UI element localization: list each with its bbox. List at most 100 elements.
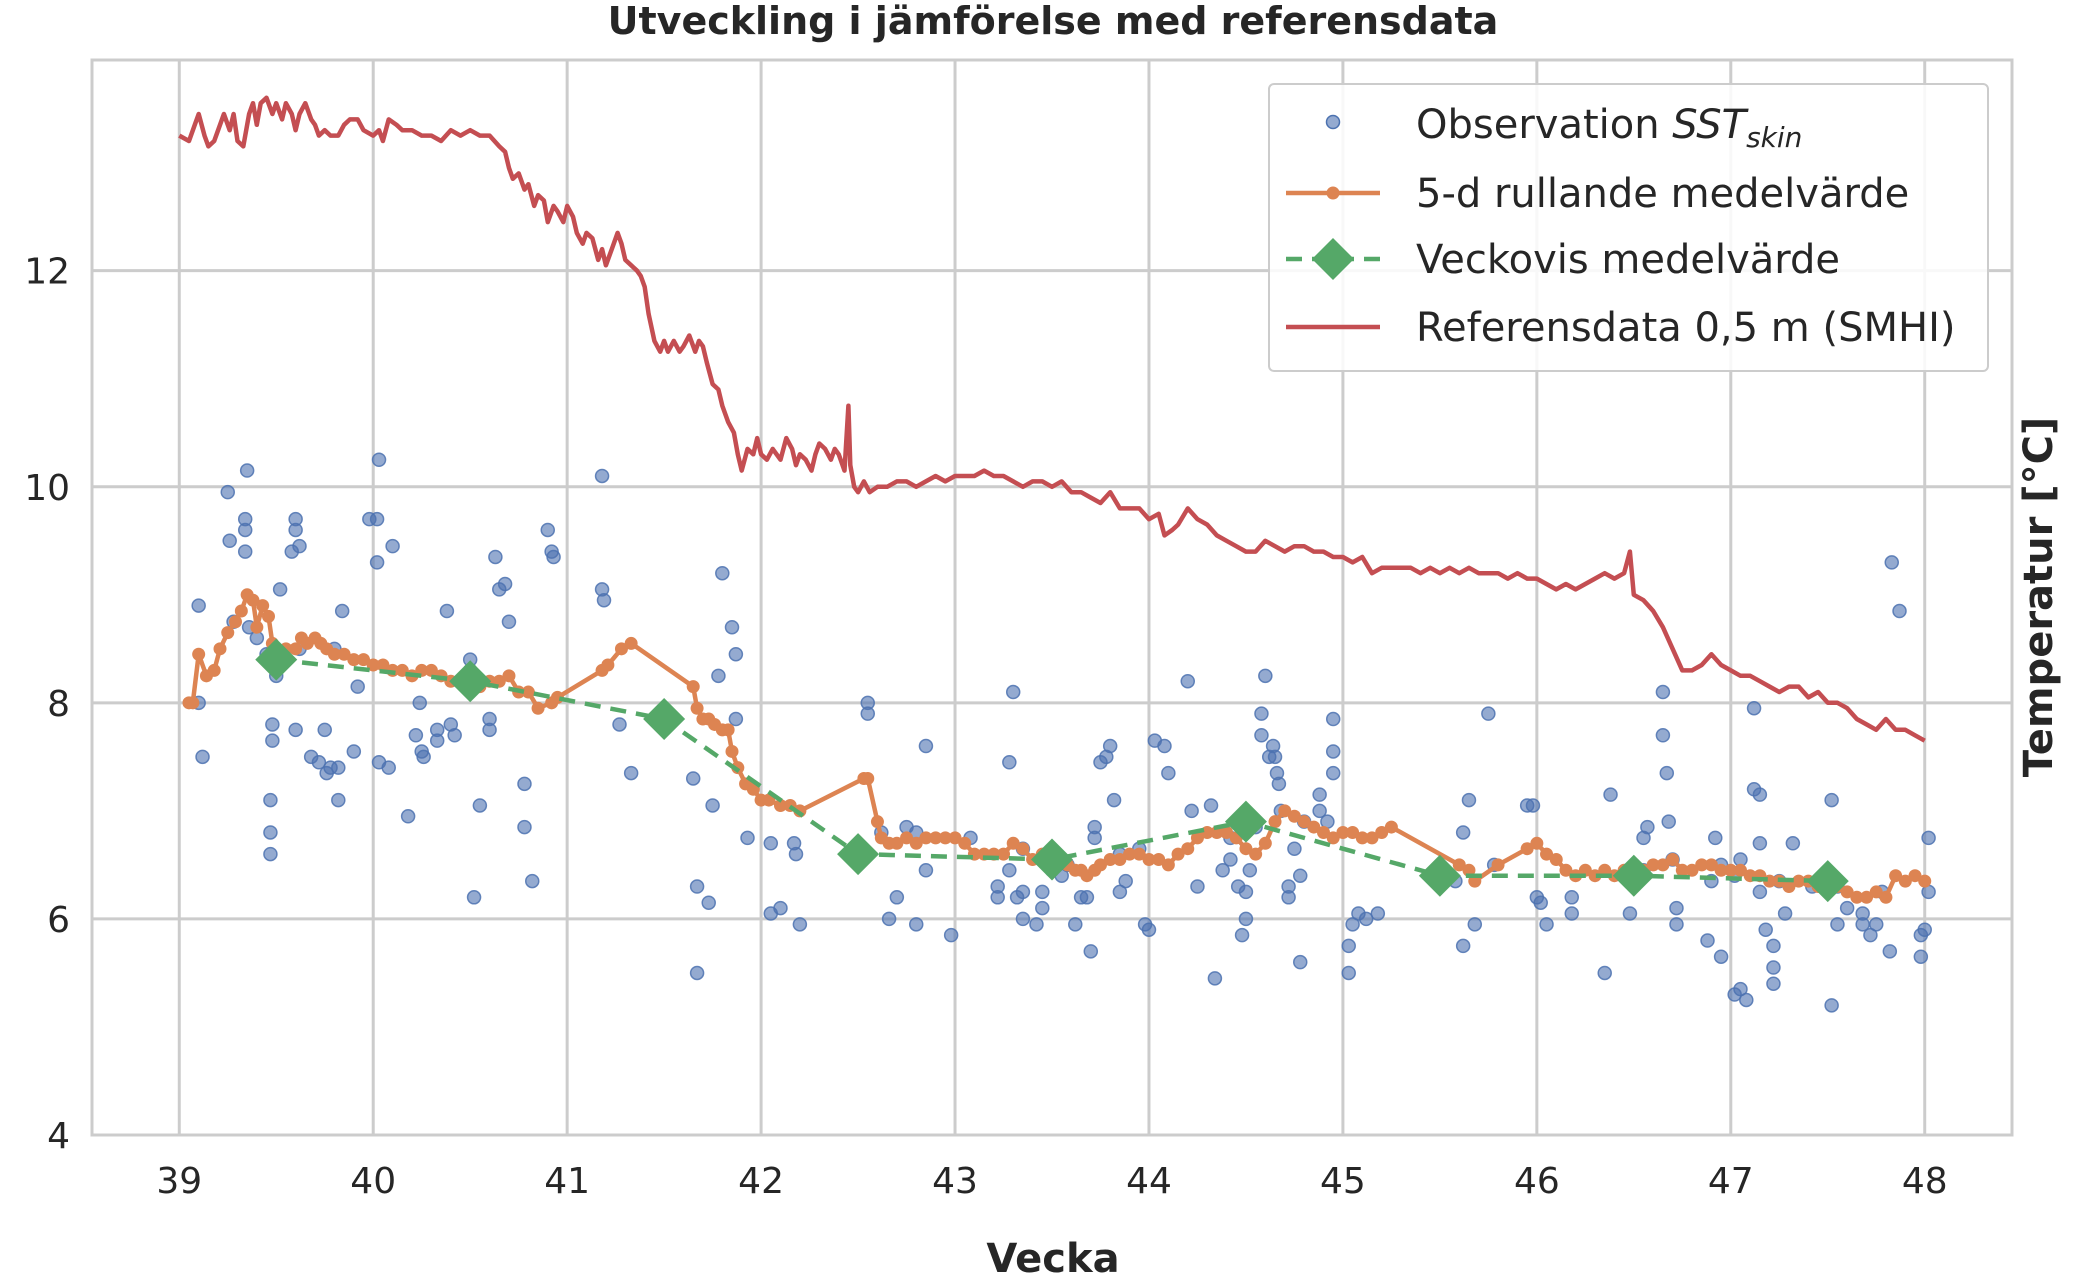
observation-point (1700, 933, 1715, 948)
observation-point (1203, 798, 1219, 813)
observation-point (1207, 971, 1223, 986)
rolling-mean-point (1879, 890, 1893, 904)
observation-point (1746, 700, 1762, 716)
observation-point (501, 614, 517, 630)
rolling-mean-point (246, 593, 260, 607)
observation-point (1005, 684, 1021, 700)
rolling-mean-point (1850, 890, 1864, 904)
observation-point (1087, 830, 1102, 846)
x-tick-label: 42 (738, 1161, 784, 1202)
observation-point (191, 598, 206, 613)
rolling-mean-point (870, 815, 884, 829)
weekly-mean-point (1806, 860, 1849, 903)
rolling-mean-point (327, 647, 341, 661)
observation-point (1713, 949, 1729, 964)
rolling-mean-point (686, 680, 700, 694)
observation-point (1669, 917, 1684, 932)
rolling-mean-point (256, 599, 270, 613)
rolling-mean-point (614, 642, 628, 656)
rolling-mean-point (1792, 874, 1806, 888)
y-tick-label: 8 (47, 684, 70, 725)
weekly-mean-point (255, 638, 298, 681)
observation-point (1184, 803, 1199, 819)
observation-point (412, 695, 428, 711)
observation-point (1161, 765, 1176, 781)
observation-point (546, 549, 561, 565)
observation-point (263, 825, 278, 840)
observation-point (331, 760, 346, 775)
observation-point (728, 646, 744, 662)
rolling-mean-point (601, 658, 615, 672)
legend-entry-reference: Referensdata 0,5 m (SMHI) (1286, 305, 1955, 351)
rolling-mean-point (1239, 842, 1253, 856)
observation-point (517, 776, 532, 792)
rolling-mean-point (1297, 815, 1311, 829)
observation-point (385, 538, 400, 554)
observation-point (1564, 906, 1580, 921)
observation-point (689, 879, 705, 894)
rolling-mean-point (1559, 863, 1573, 877)
observation-point (1785, 836, 1801, 851)
rolling-mean-point (1889, 869, 1903, 883)
observation-point (272, 582, 288, 597)
observation-point (1830, 917, 1845, 932)
observation-point (1312, 787, 1327, 802)
rolling-mean-point (1171, 847, 1185, 861)
observation-point (416, 749, 431, 765)
observation-point (1223, 852, 1238, 867)
rolling-mean-point (531, 701, 545, 715)
weekly-mean-point (1031, 838, 1073, 881)
observation-point (773, 900, 788, 916)
observation-point (1525, 798, 1541, 813)
rolling-mean-point (1695, 858, 1709, 872)
observation-point (1035, 884, 1050, 900)
x-tick-label: 41 (544, 1161, 590, 1202)
observation-point (429, 722, 445, 738)
rolling-mean-point (624, 636, 638, 650)
observation-point (1035, 900, 1050, 916)
rolling-mean-point (1452, 858, 1466, 872)
rolling-mean-point (192, 647, 206, 661)
observation-point (1917, 922, 1932, 937)
x-tick-label: 47 (1708, 1161, 1754, 1202)
rolling-mean-point (909, 836, 923, 850)
observation-point (943, 927, 959, 943)
legend-label-main: Observation (1416, 102, 1672, 148)
observation-point (1533, 895, 1548, 910)
rolling-mean-point (773, 798, 787, 812)
rolling-mean-point (221, 626, 235, 640)
rolling-mean-point (690, 701, 704, 715)
observation-point (1868, 917, 1884, 932)
rolling-mean-point (1724, 863, 1738, 877)
x-tick-label: 46 (1514, 1161, 1560, 1202)
observation-point (1752, 884, 1768, 900)
rolling-mean-point (1317, 825, 1331, 839)
rolling-mean-point (938, 831, 952, 845)
observation-point (346, 744, 362, 759)
rolling-mean-point (1190, 831, 1204, 845)
legend-weekly-marker (1312, 238, 1354, 280)
observation-point (1622, 906, 1638, 921)
observation-point (1254, 706, 1269, 721)
rolling-mean-point (521, 685, 535, 699)
rolling-mean-point (366, 658, 380, 672)
rolling-mean-point (502, 669, 516, 683)
rolling-mean-point (1384, 820, 1398, 834)
rolling-mean-point (289, 642, 303, 656)
observation-point (1461, 792, 1477, 808)
rolling-mean-point (357, 653, 371, 667)
observation-point (1325, 744, 1341, 759)
legend-label-subscript: skin (1746, 121, 1802, 154)
x-axis-label: Vecka (986, 1236, 1119, 1282)
observation-point (1079, 890, 1095, 905)
observation-point (1180, 673, 1196, 689)
observation-point (596, 592, 612, 608)
rolling-mean-point (890, 836, 904, 850)
observation-point (334, 603, 350, 619)
observation-point (1661, 814, 1676, 829)
observation-point (918, 863, 934, 878)
rolling-mean-point (1123, 847, 1137, 861)
observation-point (369, 555, 385, 570)
rolling-mean-point (1666, 852, 1680, 866)
